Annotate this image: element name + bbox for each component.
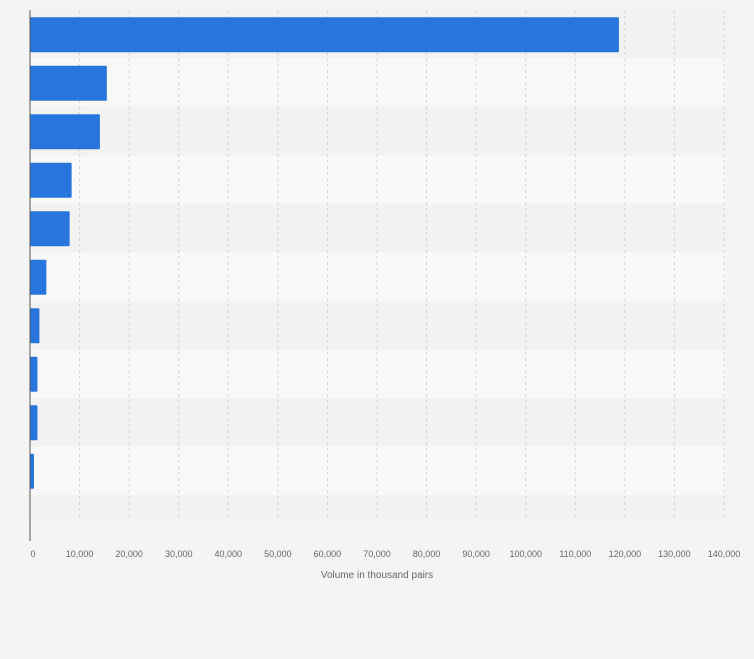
x-tick-label: 0: [30, 549, 35, 559]
row-band: [30, 446, 726, 495]
bars: [30, 17, 619, 489]
x-tick-label: 120,000: [609, 549, 642, 559]
bar[interactable]: [30, 405, 38, 441]
x-tick-label: 60,000: [314, 549, 342, 559]
bar[interactable]: [30, 356, 38, 392]
x-tick-label: 30,000: [165, 549, 193, 559]
row-band: [30, 398, 726, 447]
x-axis-ticks: 0 10,000 20,000 30,000 40,000 50,000 60,000 70,…: [30, 549, 740, 559]
bar[interactable]: [30, 211, 70, 247]
row-band: [30, 155, 726, 204]
x-axis-title: Volume in thousand pairs: [321, 570, 433, 581]
row-band: [30, 252, 726, 301]
row-band: [30, 349, 726, 398]
row-band: [30, 204, 726, 253]
row-band: [30, 58, 726, 107]
x-tick-label: 130,000: [658, 549, 691, 559]
bar[interactable]: [30, 17, 619, 53]
x-tick-label: 10,000: [66, 549, 94, 559]
bar[interactable]: [30, 65, 107, 101]
x-tick-label: 50,000: [264, 549, 292, 559]
bar[interactable]: [30, 259, 47, 295]
x-tick-label: 100,000: [509, 549, 542, 559]
row-band: [30, 107, 726, 156]
row-bands: [30, 10, 726, 519]
x-tick-label: 90,000: [462, 549, 490, 559]
x-tick-label: 110,000: [559, 549, 591, 559]
x-tick-label: 20,000: [115, 549, 143, 559]
x-tick-label: 80,000: [413, 549, 441, 559]
row-band: [30, 301, 726, 350]
x-tick-label: 140,000: [708, 549, 741, 559]
x-tick-label: 70,000: [363, 549, 391, 559]
row-band: [30, 495, 726, 519]
bar[interactable]: [30, 162, 72, 198]
bar[interactable]: [30, 114, 100, 150]
bar[interactable]: [30, 453, 34, 489]
x-tick-label: 40,000: [215, 549, 243, 559]
bar[interactable]: [30, 308, 40, 344]
